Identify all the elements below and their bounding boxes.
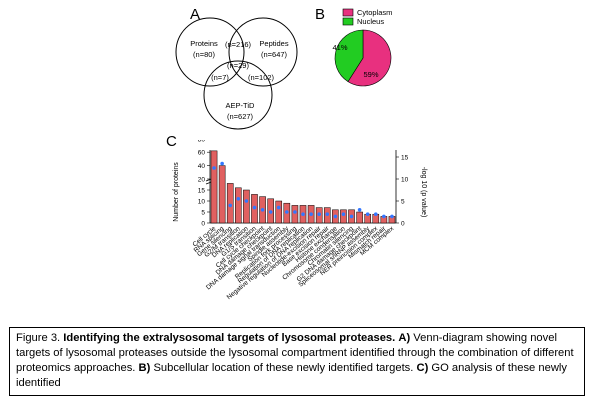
legend-label-nucleus: Nucleus	[357, 17, 384, 26]
panel-c-letter: C	[166, 133, 177, 150]
pie-label-nucleus: 41%	[332, 43, 347, 52]
pvalue-point-4	[244, 199, 249, 203]
caption-b-label: B)	[138, 362, 151, 374]
legend-swatch-nucleus	[342, 17, 354, 26]
pvalue-point-0	[212, 166, 216, 170]
bar-4	[243, 189, 250, 224]
venn-count-aep: (n=627)	[227, 112, 254, 121]
figure-caption: Figure 3. Identifying the extralysosomal…	[9, 327, 585, 396]
panel-a-letter: A	[190, 6, 201, 23]
bar-16	[340, 209, 347, 224]
pvalue-point-22	[390, 214, 394, 219]
go-bar-chart: Number of proteins -log 10 (p value) 0 5 1…	[173, 140, 427, 301]
panel-b-letter: B	[315, 6, 326, 23]
pie-label-cytoplasm: 59%	[363, 70, 378, 79]
pie-slice-0	[347, 29, 392, 87]
venn-label-aep: AEP-TiD	[226, 101, 255, 110]
y2-tick-label-0: 0	[401, 221, 405, 228]
y2-tick-label-3: 15	[401, 155, 409, 162]
venn-circle-proteins	[175, 17, 245, 87]
venn-overlap-peptides-aep: (n=102)	[248, 73, 275, 82]
venn-overlap-proteins-peptides: (n=216)	[225, 40, 252, 49]
pvalue-point-11	[301, 212, 305, 216]
y-tick-label-5: 40	[198, 163, 206, 170]
bar-8	[275, 200, 283, 224]
caption-c-label: C)	[416, 362, 429, 374]
venn-label-peptides: Peptides	[259, 39, 288, 48]
caption-title: Identifying the extralysosomal targets o…	[63, 332, 396, 344]
pvalue-point-1	[220, 161, 224, 166]
bar-18	[356, 211, 363, 224]
pie-slice-1	[334, 29, 364, 83]
legend-swatch-cytoplasm	[342, 8, 354, 17]
y-tick-label-2: 10	[198, 199, 206, 206]
y-tick-label-0: 0	[201, 221, 205, 228]
pvalue-point-9	[285, 210, 289, 214]
venn-overlap-proteins-aep: (n=7)	[211, 73, 229, 82]
pvalue-point-21	[382, 214, 386, 219]
pvalue-point-14	[325, 212, 330, 216]
y2-axis-title: -log 10 (p value)	[420, 167, 427, 218]
caption-a-text: Venn-diagram showing novel targets of ly…	[16, 332, 574, 374]
caption-c-text: GO analysis of these newly identified	[16, 362, 567, 389]
venn-circle-peptides	[228, 17, 298, 87]
bar-10	[291, 205, 299, 224]
pvalue-point-18	[357, 208, 362, 212]
pvalue-point-6	[260, 208, 265, 212]
y-axis-title: Number of proteins	[173, 162, 180, 222]
venn-label-proteins: Proteins	[190, 39, 218, 48]
legend-label-cytoplasm: Cytoplasm	[357, 8, 392, 17]
pvalue-point-5	[252, 205, 257, 210]
pvalue-point-12	[309, 212, 313, 216]
y2-tick-label-1: 5	[401, 199, 405, 206]
y-tick-label-3: 15	[198, 188, 206, 195]
y-tick-label-4: 20	[198, 177, 206, 184]
venn-circle-aep	[203, 60, 273, 130]
pvalue-point-17	[349, 214, 354, 219]
pvalue-point-3	[236, 197, 241, 201]
bar-2	[226, 183, 234, 224]
pvalue-point-20	[373, 212, 378, 216]
y-tick-label-1: 5	[201, 210, 205, 217]
pvalue-point-19	[365, 212, 370, 216]
caption-fig-label: Figure 3.	[16, 332, 61, 344]
pvalue-point-8	[276, 205, 281, 210]
venn-count-proteins: (n=80)	[193, 50, 215, 59]
venn-diagram: Proteins (n=80) Peptides (n=647) AEP-TiD…	[175, 17, 298, 130]
venn-count-peptides: (n=647)	[261, 50, 288, 59]
pvalue-point-13	[317, 212, 321, 216]
caption-b-text: Subcellular location of these newly iden…	[153, 362, 414, 374]
y2-tick-label-2: 10	[401, 177, 409, 184]
y-tick-label-6: 60	[198, 150, 206, 157]
pvalue-point-16	[341, 212, 346, 216]
pie-chart: Cytoplasm Nucleus 41% 59%	[332, 8, 392, 87]
pvalue-point-15	[333, 214, 338, 219]
pvalue-point-10	[293, 210, 297, 214]
pvalue-point-7	[268, 210, 273, 214]
y-tick-label-7: 80	[198, 140, 206, 143]
venn-overlap-all: (n=29)	[227, 61, 249, 70]
caption-a-label: A)	[398, 332, 411, 344]
bar-1	[218, 165, 226, 224]
pvalue-point-2	[228, 203, 233, 208]
bar-0	[210, 150, 218, 224]
bar-3	[235, 187, 242, 224]
